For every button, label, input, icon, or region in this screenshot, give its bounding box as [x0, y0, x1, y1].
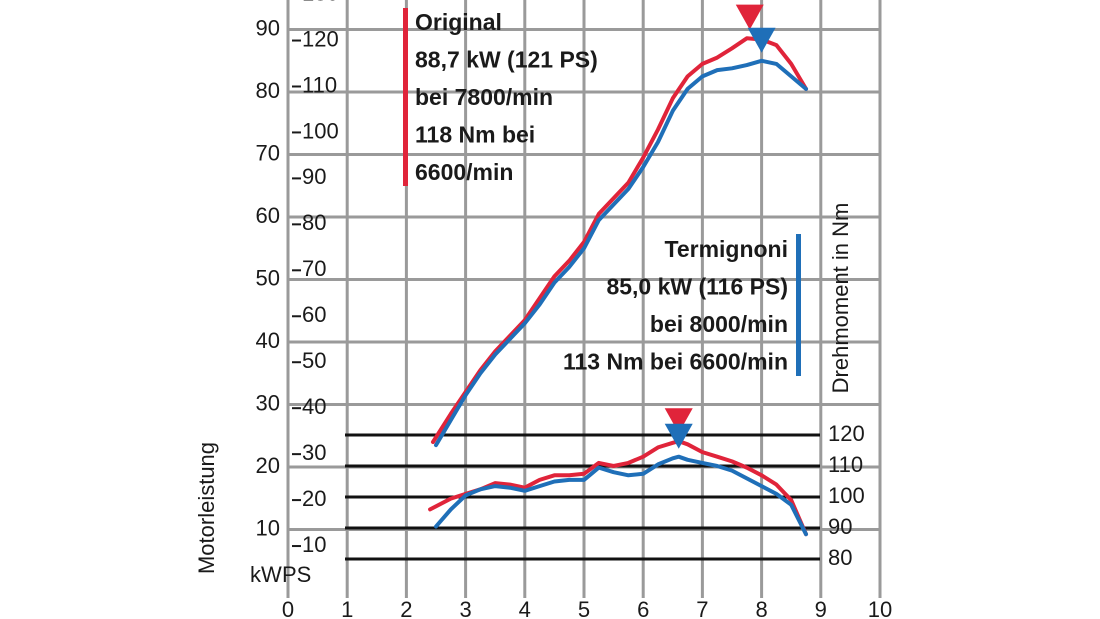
y2-tick-label: 30 — [302, 440, 326, 465]
x-tick-label: 5 — [578, 597, 590, 619]
y-tick-label: 80 — [256, 78, 280, 103]
y2-tick-label: 40 — [302, 394, 326, 419]
y2-tick-label: 110 — [302, 72, 337, 97]
y-tick-label: 40 — [256, 328, 280, 353]
x-tick-label: 6 — [637, 597, 649, 619]
y-tick-label: 30 — [256, 390, 280, 415]
torque-tick-label: 90 — [828, 514, 852, 539]
peak-marker — [735, 4, 764, 30]
y-unit: kW — [250, 562, 282, 587]
y2-tick-label: 130 — [302, 0, 339, 5]
x-tick-label: 8 — [755, 597, 767, 619]
y2-tick-label: 90 — [302, 164, 326, 189]
x-tick-label: 10 — [868, 597, 892, 619]
y2-unit: PS — [282, 562, 311, 587]
legend-detail: 88,7 kW (121 PS) — [415, 47, 598, 73]
legend-name: Termignoni — [664, 236, 788, 262]
x-tick-label: 9 — [815, 597, 827, 619]
y-axis-label: Motorleistung — [194, 442, 219, 574]
y2-tick-label: 20 — [302, 486, 326, 511]
torque-tick-label: 100 — [828, 483, 865, 508]
y-tick-label: 70 — [256, 140, 280, 165]
peak-marker — [664, 408, 693, 434]
legend-bar — [796, 234, 801, 376]
legend-detail: bei 7800/min — [415, 84, 553, 110]
y2-tick-label: 120 — [302, 26, 339, 51]
x-tick-label: 7 — [696, 597, 708, 619]
y-tick-label: 60 — [256, 203, 280, 228]
legend-detail: 6600/min — [415, 159, 513, 185]
torque-tick-label: 110 — [828, 452, 863, 477]
curve — [434, 58, 808, 448]
y-tick-label: 20 — [256, 453, 280, 478]
y2-tick-label: 10 — [302, 532, 326, 557]
torque-grid — [345, 433, 820, 561]
peak-marker — [664, 423, 693, 449]
legend-detail: 113 Nm bei 6600/min — [563, 349, 788, 375]
y2-tick-label: 80 — [302, 210, 326, 235]
torque-tick-label: 120 — [828, 421, 865, 446]
legend-name: Original — [415, 9, 502, 35]
curve — [428, 439, 808, 537]
legend-detail: 118 Nm bei — [415, 122, 535, 148]
y3-axis-label: Drehmoment in Nm — [828, 203, 853, 394]
peak-marker — [747, 27, 776, 53]
y2-tick-label: 70 — [302, 256, 326, 281]
x-tick-label: 1 — [341, 597, 353, 619]
y-tick-label: 50 — [256, 265, 280, 290]
torque-tick-label: 80 — [828, 545, 852, 570]
y2-tick-label: 50 — [302, 348, 326, 373]
y-tick-label: 90 — [256, 15, 280, 40]
legend-detail: bei 8000/min — [650, 311, 788, 337]
curves — [428, 4, 808, 537]
legend-detail: 85,0 kW (116 PS) — [606, 274, 788, 300]
x-tick-label: 4 — [519, 597, 531, 619]
y2-tick-label: 100 — [302, 118, 339, 143]
y2-tick-label: 60 — [302, 302, 326, 327]
curve — [434, 454, 808, 537]
y-tick-label: 10 — [256, 515, 280, 540]
x-tick-label: 3 — [459, 597, 471, 619]
curve — [431, 36, 808, 444]
x-tick-label: 2 — [400, 597, 412, 619]
x-tick-label: 0 — [282, 597, 294, 619]
legend-bar — [403, 8, 408, 186]
